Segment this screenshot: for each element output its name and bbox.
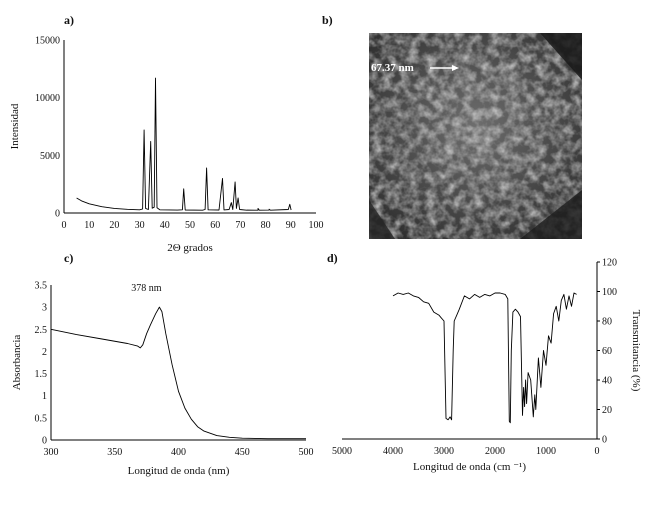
x-tick-label: 450 xyxy=(235,447,250,458)
x-tick-label: 4000 xyxy=(383,446,403,457)
sem-scale-annotation: 67.37 nm xyxy=(371,62,414,74)
x-tick-label: 70 xyxy=(235,220,245,231)
y-tick-label: 1 xyxy=(42,391,47,402)
x-tick-label: 500 xyxy=(299,447,314,458)
x-tick-label: 60 xyxy=(210,220,220,231)
x-tick-label: 40 xyxy=(160,220,170,231)
y-tick-label: 60 xyxy=(602,346,612,357)
x-tick-label: 300 xyxy=(44,447,59,458)
y-axis-title: Intensidad xyxy=(9,103,21,149)
y-tick-label: 15000 xyxy=(35,36,60,47)
x-tick-label: 350 xyxy=(107,447,122,458)
y-tick-label: 1.5 xyxy=(35,369,48,380)
x-tick-label: 20 xyxy=(109,220,119,231)
y-tick-label: 80 xyxy=(602,317,612,328)
y-tick-label: 100 xyxy=(602,287,617,298)
x-tick-label: 50 xyxy=(185,220,195,231)
x-tick-label: 10 xyxy=(84,220,94,231)
x-tick-label: 5000 xyxy=(332,446,352,457)
y-tick-label: 0 xyxy=(42,436,47,447)
panel-label-c: c) xyxy=(64,251,73,265)
y-tick-label: 3 xyxy=(42,303,47,314)
y-axis-title: Absorbancia xyxy=(11,335,23,391)
y-tick-label: 10000 xyxy=(35,93,60,104)
xrd-chart: 0 10 20 30 40 50 60 70 80 90 100 0 5000 10000 15000 2Θ … xyxy=(9,36,324,255)
y-tick-label: 3.5 xyxy=(35,281,48,292)
x-tick-label: 3000 xyxy=(434,446,454,457)
y-tick-label: 2 xyxy=(42,347,47,358)
panel-label-a: a) xyxy=(64,13,74,27)
uv-vis-chart: 300 350 400 450 500 0 0.5 1 1.5 2 2.5 3 3.5 Longitud … xyxy=(11,281,314,478)
panel-label-b: b) xyxy=(322,13,333,27)
sem-micrograph: 67.37 nm xyxy=(369,33,582,239)
y-axis-title: Transmitancia (%) xyxy=(630,310,642,392)
x-tick-label: 30 xyxy=(135,220,145,231)
x-tick-label: 0 xyxy=(62,220,67,231)
y-tick-label: 0 xyxy=(602,435,607,446)
y-tick-label: 20 xyxy=(602,405,612,416)
x-tick-label: 2000 xyxy=(485,446,505,457)
y-tick-label: 120 xyxy=(602,258,617,269)
x-axis-title: Longitud de onda (cm ⁻¹) xyxy=(413,461,526,473)
y-tick-label: 0.5 xyxy=(35,413,48,424)
y-tick-label: 0 xyxy=(55,209,60,220)
series-line xyxy=(392,292,577,424)
x-tick-label: 90 xyxy=(286,220,296,231)
x-tick-label: 400 xyxy=(171,447,186,458)
x-tick-label: 0 xyxy=(595,446,600,457)
y-tick-label: 40 xyxy=(602,376,612,387)
panel-label-d: d) xyxy=(327,251,338,265)
x-tick-label: 80 xyxy=(261,220,271,231)
series-line xyxy=(50,306,306,440)
series-line xyxy=(76,77,292,211)
x-tick-label: 1000 xyxy=(536,446,556,457)
x-axis-title: 2Θ grados xyxy=(167,242,213,254)
x-axis-title: Longitud de onda (nm) xyxy=(128,465,230,477)
ftir-chart: 5000 4000 3000 2000 1000 00 20 40 60 80 100 120 Long… xyxy=(332,258,642,474)
sem-arrow-head-icon xyxy=(452,65,459,71)
x-tick-label: 100 xyxy=(309,220,324,231)
peak-annotation: 378 nm xyxy=(131,283,162,294)
y-tick-label: 2.5 xyxy=(35,325,48,336)
y-tick-label: 5000 xyxy=(40,151,60,162)
